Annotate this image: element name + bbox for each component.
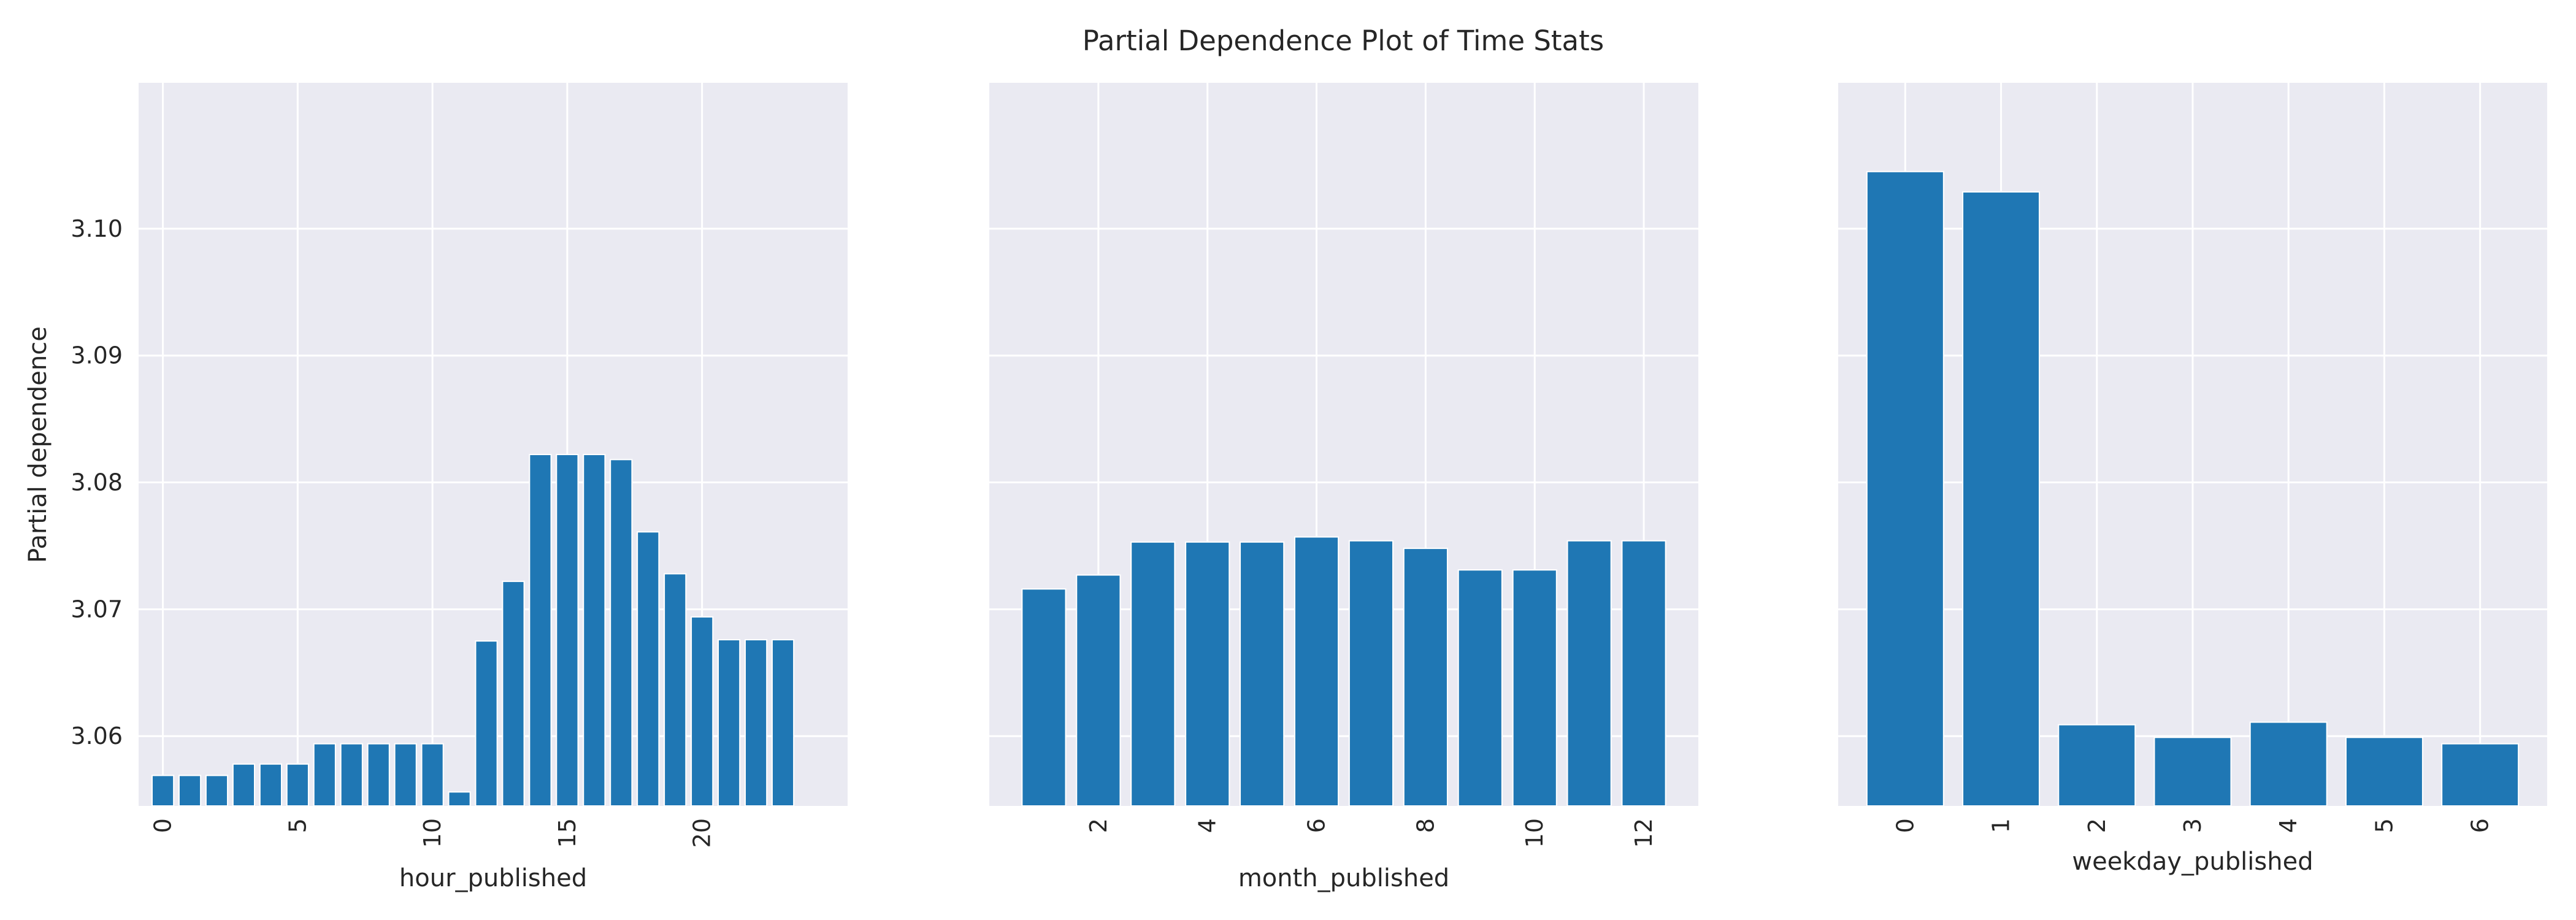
x-tick-label: 20 [689,818,716,848]
bar-month_published-1: 1: 3.0716 [1021,588,1067,807]
x-tick-label: 2 [1085,818,1112,833]
bar-weekday_published-3: 3: 3.0599 [2153,737,2232,807]
bar-hour_published-18: 18: 3.0761 [637,531,660,807]
y-axis-label: Partial dependence [24,326,52,563]
subplot-2: 1: 3.07162: 3.07273: 3.07534: 3.07535: 3… [989,83,1698,892]
x-tick-label: 4 [1194,818,1221,833]
x-tick-label: 6 [1303,818,1330,833]
y-tick-label: 3.06 [71,723,123,749]
x-tick-label: 12 [1630,818,1657,848]
bar-hour_published-4: 4: 3.0578 [259,763,282,807]
bar-hour_published-14: 14: 3.0822 [529,454,552,807]
bar-month_published-4: 4: 3.0753 [1185,541,1230,807]
bar-hour_published-9: 9: 3.0594 [394,743,417,807]
bar-month_published-3: 3: 3.0753 [1130,541,1176,807]
y-tick-label: 3.07 [71,596,123,623]
bar-hour_published-11: 11: 3.0556 [448,791,471,807]
bar-hour_published-6: 6: 3.0594 [313,743,336,807]
bar-month_published-10: 10: 3.0731 [1512,569,1557,807]
bar-month_published-8: 8: 3.0748 [1403,548,1448,807]
bar-hour_published-19: 19: 3.0728 [664,573,687,807]
bar-month_published-2: 2: 3.0727 [1076,574,1121,807]
bar-hour_published-7: 7: 3.0594 [340,743,363,807]
x-tick-label: 10 [419,818,446,848]
y-tick-label: 3.10 [71,215,123,242]
x-axis-label: month_published [1238,864,1449,892]
bar-hour_published-10: 10: 3.0594 [421,743,444,807]
bar-hour_published-15: 15: 3.0822 [556,454,579,807]
y-tick-label: 3.08 [71,469,123,496]
bar-hour_published-0: 0: 3.0569 [151,775,175,807]
bar-hour_published-22: 22: 3.0676 [744,639,768,807]
subplot-3: 0: 3.10451: 3.10292: 3.06093: 3.05994: 3… [1838,83,2547,876]
bar-hour_published-8: 8: 3.0594 [367,743,390,807]
x-tick-label: 4 [2275,818,2302,833]
bar-hour_published-5: 5: 3.0578 [286,763,309,807]
x-tick-label: 0 [1892,818,1919,833]
x-tick-label: 6 [2467,818,2494,833]
bar-month_published-6: 6: 3.0757 [1294,536,1340,807]
bar-weekday_published-5: 5: 3.0599 [2345,737,2423,807]
x-tick-label: 15 [554,818,581,848]
figure-title: Partial Dependence Plot of Time Stats [1083,25,1604,57]
x-tick-label: 8 [1412,818,1439,833]
bar-month_published-11: 11: 3.0754 [1566,540,1612,807]
x-tick-label: 0 [150,818,177,833]
bar-weekday_published-2: 2: 3.0609 [2058,724,2136,807]
bar-hour_published-13: 13: 3.0722 [502,580,525,807]
bar-weekday_published-0: 0: 3.1045 [1866,171,1944,807]
x-tick-label: 5 [2371,818,2398,833]
x-tick-label: 3 [2179,818,2206,833]
bar-hour_published-23: 23: 3.0676 [771,639,795,807]
bar-hour_published-17: 17: 3.0818 [610,459,633,807]
x-axis-label: hour_published [399,864,587,892]
x-tick-label: 1 [1988,818,2015,833]
subplot-panels: 0: 3.05691: 3.05692: 3.05693: 3.05784: 3… [71,83,2547,892]
bar-month_published-7: 7: 3.0754 [1348,540,1394,807]
bar-month_published-12: 12: 3.0754 [1621,540,1666,807]
bar-hour_published-16: 16: 3.0822 [583,454,606,807]
x-tick-label: 10 [1521,818,1548,848]
bar-month_published-9: 9: 3.0731 [1457,569,1503,807]
bar-hour_published-21: 21: 3.0676 [718,639,741,807]
bar-hour_published-12: 12: 3.0675 [475,640,498,807]
x-tick-label: 2 [2083,818,2110,833]
y-tick-label: 3.09 [71,342,123,369]
x-axis-label: weekday_published [2072,848,2313,876]
bar-weekday_published-4: 4: 3.0611 [2249,721,2328,807]
bar-hour_published-1: 1: 3.0569 [178,775,202,807]
subplot-1: 0: 3.05691: 3.05692: 3.05693: 3.05784: 3… [71,83,848,892]
bar-hour_published-2: 2: 3.0569 [205,775,229,807]
bar-weekday_published-6: 6: 3.0594 [2441,743,2520,807]
bar-hour_published-20: 20: 3.0694 [691,616,714,807]
bar-weekday_published-1: 1: 3.1029 [1962,191,2041,807]
bar-hour_published-3: 3: 3.0578 [232,763,256,807]
x-tick-label: 5 [284,818,311,833]
bar-month_published-5: 5: 3.0753 [1240,541,1285,807]
